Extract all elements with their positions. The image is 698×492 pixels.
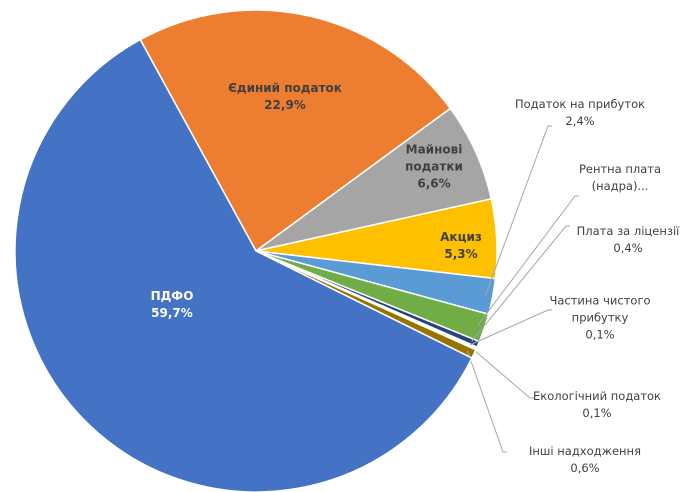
leader-line <box>469 345 534 399</box>
category-name: Інші надходження <box>529 444 641 458</box>
slice-label: Майнові податки 6,6% <box>399 142 469 193</box>
category-name: ПДФО <box>150 289 194 303</box>
slice-label: Інші надходження 0,6% <box>505 443 665 477</box>
leader-line <box>485 125 552 296</box>
leader-line <box>477 195 579 327</box>
value-label: 0,4% <box>613 241 643 255</box>
value-label: 5,3% <box>444 247 478 261</box>
slice-label: Екологічний податок 0,1% <box>512 388 682 422</box>
slice-label: Частина чистого прибутку 0,1% <box>545 293 655 344</box>
pie-slice <box>14 38 473 492</box>
value-label: 2,4% <box>565 114 595 128</box>
category-name: Єдиний податок <box>228 81 342 95</box>
slice-label: Рентна плата (надра)... <box>565 161 675 195</box>
value-label: 59,7% <box>151 306 193 320</box>
value-label: 0,1% <box>582 406 612 420</box>
category-name: Частина чистого прибутку <box>549 293 651 325</box>
category-name: Рентна плата (надра)... <box>578 162 662 193</box>
value-label: 0,6% <box>570 461 600 475</box>
slice-label: Єдиний податок 22,9% <box>228 80 342 114</box>
category-name: Екологічний податок <box>532 389 662 403</box>
category-name: Майнові податки <box>405 142 463 174</box>
category-name: Податок на прибуток <box>514 97 646 111</box>
slice-label: Плата за ліцензії 0,4% <box>553 223 698 257</box>
leader-line <box>466 350 507 453</box>
slice-label: Акциз 5,3% <box>440 229 482 263</box>
slice-label: Податок на прибуток 2,4% <box>495 96 665 130</box>
pie-slice <box>139 9 452 253</box>
value-label: 0,1% <box>585 327 615 342</box>
value-label: 22,9% <box>264 98 306 112</box>
leader-line <box>471 225 570 342</box>
category-name: Акциз <box>440 230 482 244</box>
category-name: Плата за ліцензії <box>576 224 680 238</box>
value-label: 6,6% <box>417 176 451 191</box>
slice-label: ПДФО 59,7% <box>151 288 194 322</box>
leader-line <box>469 309 552 346</box>
